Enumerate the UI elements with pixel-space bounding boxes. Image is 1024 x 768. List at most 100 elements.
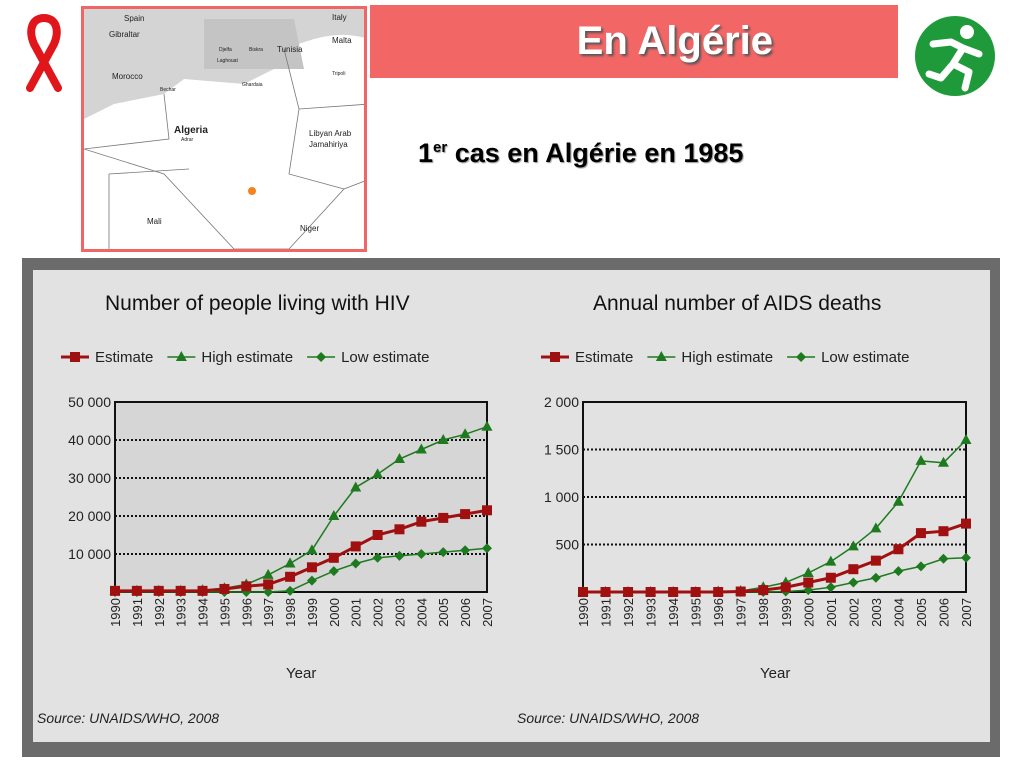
y-tick-label: 40 000 bbox=[68, 432, 111, 448]
diamond-marker bbox=[263, 587, 274, 597]
square-marker bbox=[70, 352, 80, 362]
chart-title: Annual number of AIDS deaths bbox=[593, 292, 882, 315]
y-tick-label: 2 000 bbox=[544, 394, 579, 410]
legend-label: Estimate bbox=[95, 349, 153, 366]
x-tick-label: 1998 bbox=[283, 598, 298, 627]
map-label: Spain bbox=[124, 14, 145, 23]
algeria-map: Spain Gibraltar Italy Malta Tunisia Moro… bbox=[81, 6, 367, 252]
diamond-marker bbox=[803, 585, 814, 596]
x-tick-label: 1999 bbox=[779, 598, 794, 627]
plot-area bbox=[114, 401, 488, 593]
square-marker bbox=[713, 587, 724, 597]
square-marker bbox=[372, 530, 383, 540]
y-tick-label: 10 000 bbox=[68, 546, 111, 562]
map-label: Ghardaia bbox=[242, 82, 263, 88]
x-tick-label: 2005 bbox=[436, 598, 451, 627]
x-tick-label: 2001 bbox=[824, 598, 839, 627]
map-label: Italy bbox=[332, 13, 347, 22]
x-tick-label: 2004 bbox=[891, 598, 906, 627]
square-marker bbox=[416, 516, 427, 527]
x-tick-label: 1997 bbox=[261, 598, 276, 627]
map-label: Adrar bbox=[181, 137, 194, 143]
square-marker bbox=[460, 509, 471, 520]
chart-title: Number of people living with HIV bbox=[105, 292, 410, 315]
square-marker bbox=[285, 571, 296, 582]
square-marker bbox=[735, 586, 746, 597]
x-tick-label: 1990 bbox=[108, 598, 123, 627]
map-label: Jamahiriya bbox=[309, 140, 348, 149]
diamond-marker bbox=[350, 558, 361, 569]
triangle-marker bbox=[393, 453, 405, 463]
subtitle: 1er cas en Algérie en 1985 bbox=[418, 138, 744, 168]
location-marker bbox=[248, 187, 256, 195]
x-tick-label: 1994 bbox=[196, 598, 211, 627]
square-marker bbox=[550, 352, 560, 362]
legend-label: High estimate bbox=[201, 349, 293, 366]
diamond-marker bbox=[482, 543, 492, 554]
diamond-marker bbox=[915, 561, 926, 572]
square-marker bbox=[306, 562, 317, 573]
square-marker bbox=[825, 572, 836, 583]
square-marker bbox=[690, 587, 701, 597]
red-ribbon-icon bbox=[26, 14, 62, 92]
x-tick-label: 2000 bbox=[801, 598, 816, 627]
square-marker bbox=[241, 581, 252, 592]
map-label: Tripoli bbox=[332, 71, 346, 77]
square-marker bbox=[328, 552, 339, 563]
slide-title: En Algérie bbox=[576, 19, 773, 63]
diamond-marker bbox=[870, 572, 881, 583]
triangle-marker bbox=[481, 420, 493, 431]
x-tick-label: 1992 bbox=[621, 598, 636, 627]
x-tick-label: 2007 bbox=[959, 598, 974, 627]
diamond-marker bbox=[961, 552, 971, 563]
square-marker bbox=[394, 524, 405, 535]
x-tick-label: 1991 bbox=[130, 598, 145, 627]
x-tick-label: 1992 bbox=[152, 598, 167, 627]
square-marker bbox=[219, 583, 230, 594]
triangle-marker bbox=[350, 481, 362, 492]
triangle-marker bbox=[415, 443, 427, 454]
map-label: Niger bbox=[300, 224, 320, 233]
map-label: Djelfa bbox=[219, 47, 232, 53]
diamond-marker bbox=[394, 550, 405, 561]
square-marker bbox=[938, 526, 949, 537]
map-label: Libyan Arab bbox=[309, 129, 352, 138]
x-tick-label: 1995 bbox=[689, 598, 704, 627]
x-axis-label: Year bbox=[286, 665, 317, 682]
x-tick-label: 2006 bbox=[458, 598, 473, 627]
y-tick-label: 500 bbox=[556, 537, 580, 553]
x-tick-label: 2002 bbox=[846, 598, 861, 627]
y-tick-label: 20 000 bbox=[68, 508, 111, 524]
triangle-marker bbox=[825, 555, 837, 566]
x-tick-label: 1995 bbox=[217, 598, 232, 627]
triangle-marker bbox=[328, 510, 340, 520]
square-marker bbox=[578, 587, 588, 597]
legend-label: Low estimate bbox=[341, 349, 429, 366]
square-marker bbox=[350, 541, 361, 552]
triangle-marker bbox=[937, 456, 949, 467]
map-label: Bechar bbox=[160, 87, 176, 93]
y-tick-label: 50 000 bbox=[68, 394, 111, 410]
square-marker bbox=[263, 579, 274, 590]
map-label: Laghouat bbox=[217, 58, 238, 64]
diamond-marker bbox=[460, 545, 471, 556]
x-tick-label: 2000 bbox=[327, 598, 342, 627]
y-tick-label: 30 000 bbox=[68, 470, 111, 486]
charts-panel: 10 000 20 000 30 000 40 000 50 000 1990 1991 19… bbox=[22, 258, 1000, 757]
x-tick-label: 2001 bbox=[349, 598, 364, 627]
diamond-marker bbox=[416, 549, 427, 559]
x-tick-label: 2003 bbox=[869, 598, 884, 627]
x-tick-label: 1994 bbox=[666, 598, 681, 627]
triangle-marker bbox=[175, 351, 187, 361]
x-tick-label: 1997 bbox=[734, 598, 749, 627]
square-marker bbox=[153, 585, 164, 596]
square-marker bbox=[803, 577, 814, 588]
legend-label: Low estimate bbox=[821, 349, 909, 366]
square-marker bbox=[623, 587, 634, 597]
x-tick-label: 2006 bbox=[936, 598, 951, 627]
map-label: Algeria bbox=[174, 125, 208, 136]
plot-area bbox=[582, 401, 967, 593]
square-marker bbox=[668, 587, 679, 597]
y-tick-label: 1 000 bbox=[544, 489, 579, 505]
square-marker bbox=[758, 585, 769, 596]
